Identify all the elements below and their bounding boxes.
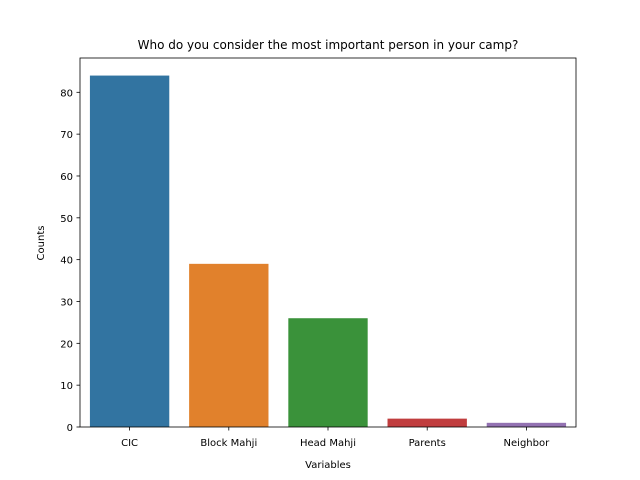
y-tick-label: 60 [60, 172, 73, 183]
bar-cic [89, 75, 170, 428]
y-tick-label: 40 [60, 256, 73, 267]
y-tick-label: 10 [60, 381, 73, 392]
y-axis-ticks: 0 10 20 30 40 50 60 70 80 [60, 88, 80, 434]
bar-parents [387, 418, 467, 427]
y-tick-label: 20 [60, 339, 73, 350]
x-tick-label: Head Mahji [300, 438, 356, 449]
y-tick-label: 50 [60, 214, 73, 225]
x-tick-label: Block Mahji [200, 438, 257, 449]
bar-block-mahji [189, 263, 269, 427]
chart-title: Who do you consider the most important p… [138, 38, 519, 52]
bars-group [89, 75, 567, 428]
x-tick-label: CIC [121, 438, 138, 449]
plot-frame [79, 57, 577, 428]
x-tick-label: Neighbor [504, 438, 551, 449]
y-tick-label: 70 [60, 130, 73, 141]
y-tick-label: 30 [60, 297, 73, 308]
y-tick-label: 0 [67, 423, 73, 434]
y-tick-label: 80 [60, 88, 73, 99]
bar-neighbor [486, 422, 567, 427]
y-axis-label: Counts [36, 226, 47, 261]
x-axis-label: Variables [305, 460, 351, 471]
bar-head-mahji [288, 318, 368, 427]
x-tick-label: Parents [409, 438, 446, 449]
x-axis-ticks: CIC Block Mahji Head Mahji Parents Neighbor [121, 427, 550, 449]
